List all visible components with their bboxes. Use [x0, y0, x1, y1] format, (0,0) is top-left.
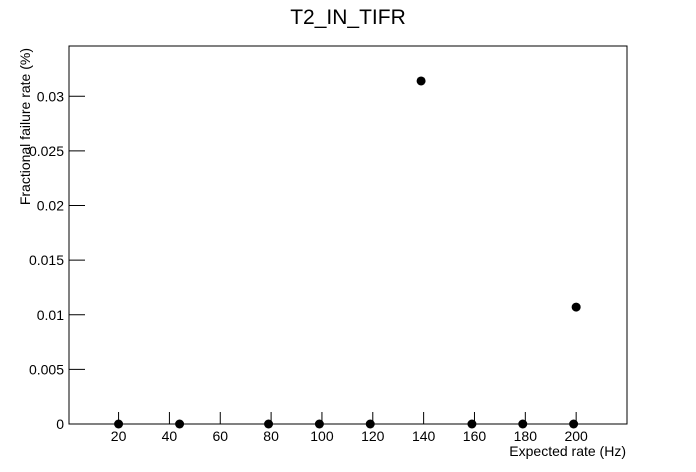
- data-point: [416, 76, 426, 86]
- data-point: [571, 302, 581, 312]
- x-tick-label: 140: [412, 428, 436, 444]
- x-axis-label: Expected rate (Hz): [509, 443, 626, 459]
- y-tick-label: 0.025: [29, 143, 64, 159]
- y-tick-label: 0.01: [37, 307, 64, 323]
- x-tick-label: 200: [564, 428, 588, 444]
- y-tick-label: 0.03: [37, 88, 64, 104]
- data-point: [114, 419, 124, 429]
- data-point: [569, 419, 579, 429]
- y-tick-label: 0.015: [29, 252, 64, 268]
- x-tick-label: 120: [361, 428, 385, 444]
- x-tick-label: 40: [162, 428, 178, 444]
- data-point: [264, 419, 274, 429]
- y-tick-label: 0.005: [29, 361, 64, 377]
- y-axis-label: Fractional failure rate (%): [17, 48, 33, 205]
- x-tick-label: 100: [310, 428, 334, 444]
- chart-title: T2_IN_TIFR: [290, 6, 406, 29]
- y-tick-label: 0.02: [37, 198, 64, 214]
- data-point: [175, 419, 185, 429]
- data-point: [518, 419, 528, 429]
- x-tick-label: 20: [111, 428, 127, 444]
- data-point: [314, 419, 324, 429]
- x-tick-label: 60: [212, 428, 228, 444]
- data-point: [467, 419, 477, 429]
- x-tick-label: 160: [463, 428, 487, 444]
- x-tick-label: 180: [514, 428, 538, 444]
- data-point: [365, 419, 375, 429]
- x-tick-label: 80: [263, 428, 279, 444]
- plot-frame: [68, 45, 628, 425]
- y-tick-label: 0: [56, 416, 64, 432]
